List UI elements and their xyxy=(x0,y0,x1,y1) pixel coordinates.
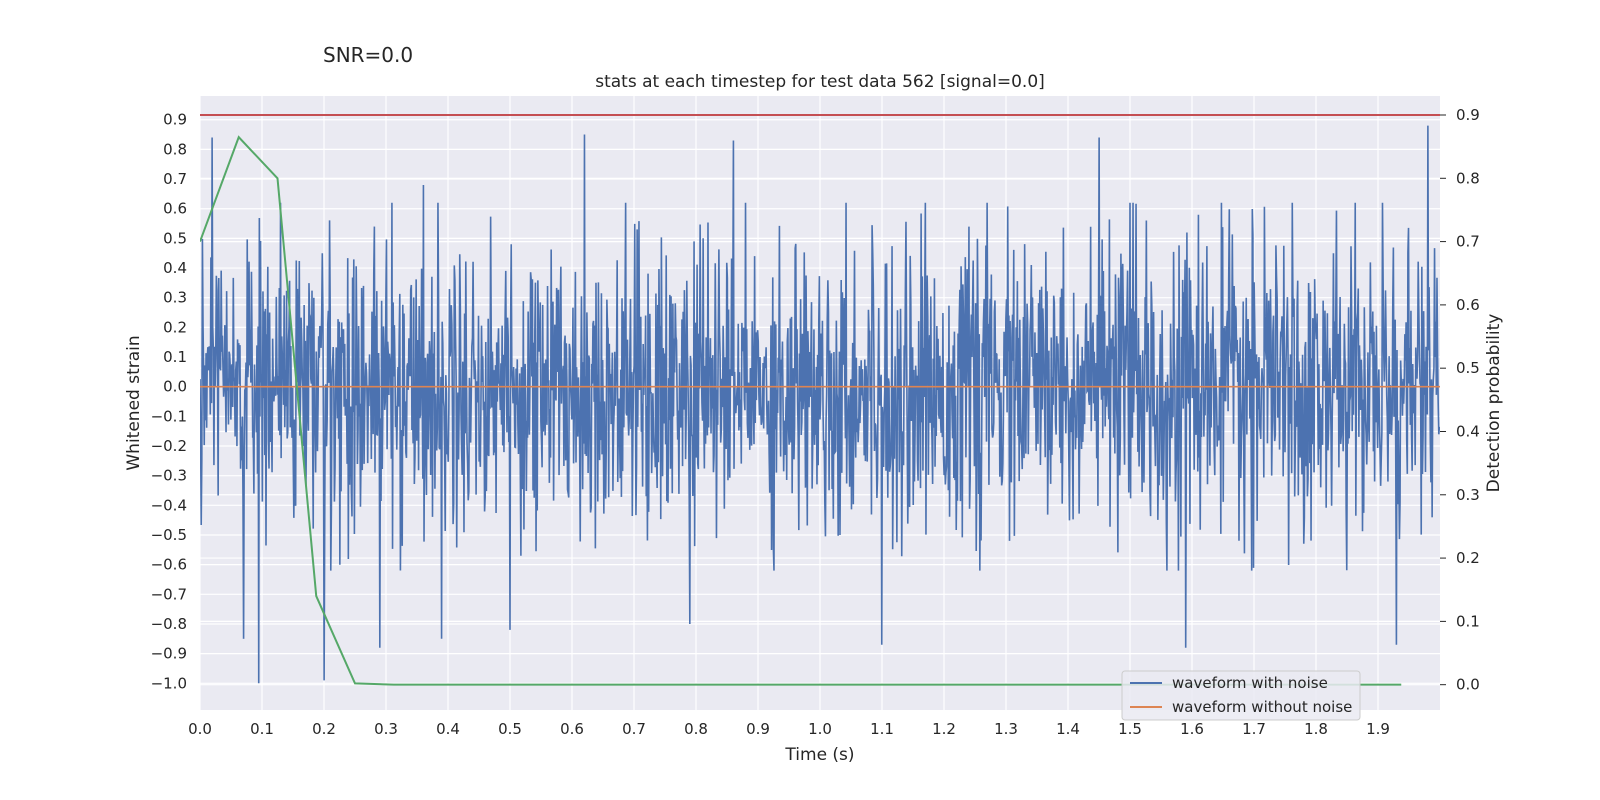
y-left-tick-label: 0.7 xyxy=(163,170,187,188)
x-tick-label: 0.5 xyxy=(498,720,522,738)
y-left-tick-label: −0.3 xyxy=(151,467,187,485)
suptitle: SNR=0.0 xyxy=(323,43,413,67)
y-left-tick-label: 0.8 xyxy=(163,140,187,158)
y-left-tick-label: −1.0 xyxy=(151,674,187,692)
y-right-tick-label: 0.6 xyxy=(1456,296,1480,314)
y-right-tick-label: 0.8 xyxy=(1456,169,1480,187)
series-layer xyxy=(200,113,1440,686)
y-right-axis-ticks: 0.9 0.8 0.7 0.6 0.5 0.4 0.3 0.2 0.1 0.0 xyxy=(1440,106,1480,694)
x-axis-label: Time (s) xyxy=(784,745,854,765)
legend-label-noisy: waveform with noise xyxy=(1172,674,1328,692)
x-tick-label: 0.3 xyxy=(374,720,398,738)
legend-label-clean: waveform without noise xyxy=(1172,698,1352,716)
x-tick-label: 1.0 xyxy=(808,720,832,738)
legend-box xyxy=(1121,670,1361,721)
y-right-tick-label: 0.3 xyxy=(1456,486,1480,504)
x-tick-label: 1.7 xyxy=(1242,720,1266,738)
y-left-tick-label: 0.3 xyxy=(163,289,187,307)
x-tick-label: 1.1 xyxy=(870,720,894,738)
x-tick-label: 1.4 xyxy=(1056,720,1080,738)
x-tick-label: 0.8 xyxy=(684,720,708,738)
x-tick-label: 1.3 xyxy=(994,720,1018,738)
series-line-waveform-with-noise xyxy=(200,125,1440,684)
x-tick-label: 0.0 xyxy=(188,720,212,738)
x-tick-label: 1.9 xyxy=(1366,720,1390,738)
y-right-tick-label: 0.5 xyxy=(1456,359,1480,377)
y-left-tick-label: −0.2 xyxy=(151,437,187,455)
y-left-tick-label: −0.6 xyxy=(151,556,187,574)
x-tick-label: 0.6 xyxy=(560,720,584,738)
y-left-tick-label: 0.6 xyxy=(163,200,187,218)
y-left-tick-label: −0.5 xyxy=(151,526,187,544)
y-left-tick-label: −0.9 xyxy=(151,645,187,663)
y-right-tick-label: 0.0 xyxy=(1456,676,1480,694)
x-axis-ticks: 0.0 0.1 0.2 0.3 0.4 0.5 0.6 0.7 0.8 0.9 1.0 1.1 1.2 1… xyxy=(188,720,1390,738)
x-tick-label: 0.4 xyxy=(436,720,460,738)
y-left-axis-ticks: 0.9 0.8 0.7 0.6 0.5 0.4 0.3 0.2 0.1 0.0 −0.1 −0.2 −0… xyxy=(151,111,187,693)
y-left-tick-label: 0.2 xyxy=(163,318,187,336)
y-left-tick-label: 0.9 xyxy=(163,111,187,129)
x-tick-label: 1.5 xyxy=(1118,720,1142,738)
y-left-tick-label: −0.1 xyxy=(151,407,187,425)
y-left-tick-label: 0.0 xyxy=(163,378,187,396)
x-tick-label: 1.8 xyxy=(1304,720,1328,738)
y-left-tick-label: 0.4 xyxy=(163,259,187,277)
y-right-tick-label: 0.1 xyxy=(1456,612,1480,630)
y-left-tick-label: 0.5 xyxy=(163,229,187,247)
x-tick-label: 0.2 xyxy=(312,720,336,738)
x-tick-label: 1.2 xyxy=(932,720,956,738)
y-right-tick-label: 0.4 xyxy=(1456,422,1480,440)
y-left-tick-label: −0.4 xyxy=(151,496,187,514)
x-tick-label: 0.9 xyxy=(746,720,770,738)
chart-title: stats at each timestep for test data 562… xyxy=(595,72,1045,92)
x-tick-label: 0.1 xyxy=(250,720,274,738)
y-left-tick-label: −0.8 xyxy=(151,615,187,633)
x-tick-label: 0.7 xyxy=(622,720,646,738)
legend: waveform with noise waveform without noi… xyxy=(1121,670,1361,721)
x-tick-label: 1.6 xyxy=(1180,720,1204,738)
y-left-axis-label: Whitened strain xyxy=(124,335,144,470)
y-right-axis-label: Detection probability xyxy=(1484,314,1504,493)
series-line-detection-probability xyxy=(200,135,1402,686)
y-right-tick-label: 0.7 xyxy=(1456,233,1480,251)
y-left-tick-label: −0.7 xyxy=(151,585,187,603)
y-left-tick-label: 0.1 xyxy=(163,348,187,366)
y-right-tick-label: 0.2 xyxy=(1456,549,1480,567)
y-right-tick-label: 0.9 xyxy=(1456,106,1480,124)
